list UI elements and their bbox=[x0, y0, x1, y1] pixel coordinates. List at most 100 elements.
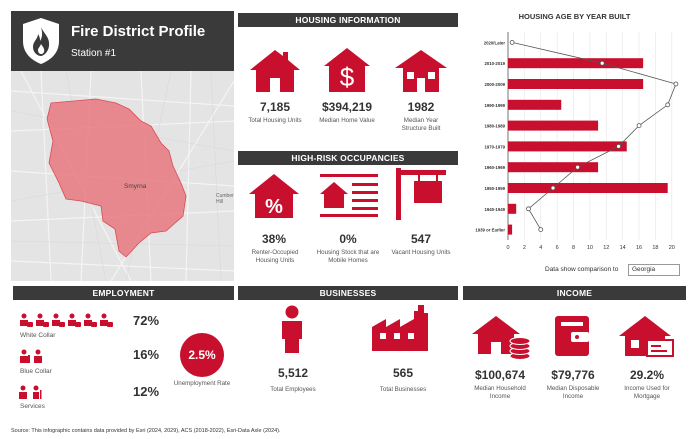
chart-category-label: 1960-1969 bbox=[484, 165, 505, 170]
vacant-sign-icon bbox=[396, 168, 446, 220]
chart-x-tick-label: 18 bbox=[652, 245, 658, 251]
median-year-built-label: Median Year Structure Built bbox=[401, 117, 441, 132]
renter-occupied-label: Renter-Occupied Housing Units bbox=[251, 249, 299, 264]
chart-comparison-point bbox=[538, 227, 544, 233]
white-collar-people-icon bbox=[20, 313, 113, 327]
employment-section-header: EMPLOYMENT bbox=[13, 286, 234, 300]
vacant-units-value: 547 bbox=[410, 232, 432, 246]
house-icon bbox=[250, 50, 300, 92]
chart-x-tick-label: 12 bbox=[603, 245, 609, 251]
map-canvas bbox=[11, 71, 234, 281]
chart-category-label: 1950-1959 bbox=[484, 186, 505, 191]
chart-x-tick-label: 6 bbox=[556, 245, 559, 251]
renter-percent-icon: % bbox=[249, 174, 299, 218]
services-value: 12% bbox=[133, 384, 160, 399]
blue-collar-label: Blue Collar bbox=[20, 368, 52, 375]
factory-icon bbox=[372, 305, 428, 351]
risk-section-header: HIGH-RISK OCCUPANCIES bbox=[238, 151, 458, 165]
median-year-built-value: 1982 bbox=[407, 100, 435, 114]
total-employees-value: 5,512 bbox=[277, 366, 309, 380]
chart-bar bbox=[508, 120, 599, 131]
chart-x-tick-label: 14 bbox=[620, 245, 626, 251]
vacant-units-label: Vacant Housing Units bbox=[391, 249, 451, 256]
chart-comparison-point bbox=[509, 39, 515, 45]
housing-age-chart[interactable]: 2020/Later 2010-2019 2000-2009 1990-1999 198… bbox=[462, 28, 687, 263]
chart-x-tick-label: 20 bbox=[669, 245, 675, 251]
median-disposable-income-value: $79,776 bbox=[551, 368, 595, 382]
station-label: Station #1 bbox=[71, 48, 117, 59]
chart-category-label: 1970-1979 bbox=[484, 144, 505, 149]
chart-bar bbox=[508, 162, 599, 173]
chart-comparison-point bbox=[550, 185, 556, 191]
comparison-select[interactable]: Georgia bbox=[628, 264, 680, 276]
chart-bar bbox=[508, 58, 644, 69]
services-label: Services bbox=[20, 403, 45, 410]
comparison-label: Data show comparison to bbox=[545, 266, 619, 273]
chart-bar bbox=[508, 141, 627, 152]
total-businesses-value: 565 bbox=[392, 366, 414, 380]
businesses-section-header: BUSINESSES bbox=[238, 286, 458, 300]
svg-text:$: $ bbox=[340, 62, 355, 92]
chart-category-label: 1990-1999 bbox=[484, 103, 505, 108]
chart-bar bbox=[508, 224, 513, 235]
total-employees-label: Total Employees bbox=[270, 386, 316, 393]
chart-x-tick-label: 0 bbox=[506, 245, 509, 251]
income-for-mortgage-label: Income Used for Mortgage bbox=[624, 385, 670, 400]
profile-header: Fire District Profile Station #1 bbox=[11, 11, 234, 71]
chart-x-tick-label: 8 bbox=[572, 245, 575, 251]
chart-x-tick-label: 10 bbox=[587, 245, 593, 251]
wallet-icon bbox=[555, 316, 589, 356]
chart-x-tick-label: 4 bbox=[539, 245, 542, 251]
white-collar-value: 72% bbox=[133, 313, 160, 328]
page-title: Fire District Profile bbox=[71, 23, 206, 40]
median-home-value: $394,219 bbox=[321, 100, 373, 114]
chart-comparison-point bbox=[526, 206, 531, 212]
chart-comparison-point bbox=[599, 60, 605, 66]
mobile-home-icon bbox=[320, 174, 378, 217]
blue-collar-value: 16% bbox=[133, 347, 160, 362]
source-note: Source: This infographic contains data p… bbox=[11, 428, 281, 434]
chart-comparison-point bbox=[665, 102, 671, 108]
services-people-icon bbox=[19, 385, 42, 399]
chart-category-label: 1980-1989 bbox=[484, 124, 505, 129]
housing-section-header: HOUSING INFORMATION bbox=[238, 13, 458, 27]
household-income-icon bbox=[472, 316, 531, 360]
chart-comparison-point bbox=[575, 164, 581, 170]
white-collar-label: White Collar bbox=[20, 332, 56, 339]
map-label-edge: Cumber Hill bbox=[216, 193, 234, 205]
income-section-header: INCOME bbox=[463, 286, 686, 300]
chart-bar bbox=[508, 79, 644, 89]
chart-title: HOUSING AGE BY YEAR BUILT bbox=[518, 12, 631, 21]
chart-comparison-point bbox=[673, 81, 679, 87]
chart-category-label: 1940-1949 bbox=[484, 207, 505, 212]
total-housing-units-label: Total Housing Units bbox=[248, 117, 302, 124]
chart-bar bbox=[508, 183, 668, 193]
renter-occupied-value: 38% bbox=[261, 232, 287, 246]
unemployment-rate-badge: 2.5% bbox=[180, 333, 224, 377]
chart-x-tick-label: 16 bbox=[636, 245, 642, 251]
employee-person-icon bbox=[282, 305, 302, 353]
median-household-income-label: Median Household Income bbox=[474, 385, 526, 400]
chart-comparison-point bbox=[616, 144, 621, 149]
chart-bar bbox=[508, 99, 562, 110]
chart-category-label: 2000-2009 bbox=[484, 82, 505, 87]
unemployment-rate-label: Unemployment Rate bbox=[173, 380, 231, 387]
svg-text:%: % bbox=[265, 196, 283, 218]
mobile-homes-value: 0% bbox=[339, 232, 357, 246]
blue-collar-people-icon bbox=[20, 349, 42, 363]
chart-comparison-point bbox=[636, 123, 642, 128]
median-home-value-label: Median Home Value bbox=[319, 117, 375, 124]
map-label-smyrna: Smyrna bbox=[124, 183, 147, 190]
income-for-mortgage-value: 29.2% bbox=[629, 368, 665, 382]
chart-category-label: 1939 or Earlier bbox=[475, 228, 505, 233]
total-businesses-label: Total Businesses bbox=[379, 386, 427, 393]
mobile-homes-label: Housing Stock that are Mobile Homes bbox=[316, 249, 380, 264]
district-map[interactable]: Smyrna Cumber Hill bbox=[11, 71, 234, 281]
chart-category-label: 2020/Later bbox=[484, 40, 506, 45]
total-housing-units-value: 7,185 bbox=[259, 100, 291, 114]
chart-x-tick-label: 2 bbox=[523, 245, 526, 251]
mortgage-house-icon bbox=[619, 316, 674, 357]
chart-bar bbox=[508, 203, 517, 214]
chart-category-label: 2010-2019 bbox=[484, 61, 505, 66]
median-household-income-value: $100,674 bbox=[474, 368, 526, 382]
